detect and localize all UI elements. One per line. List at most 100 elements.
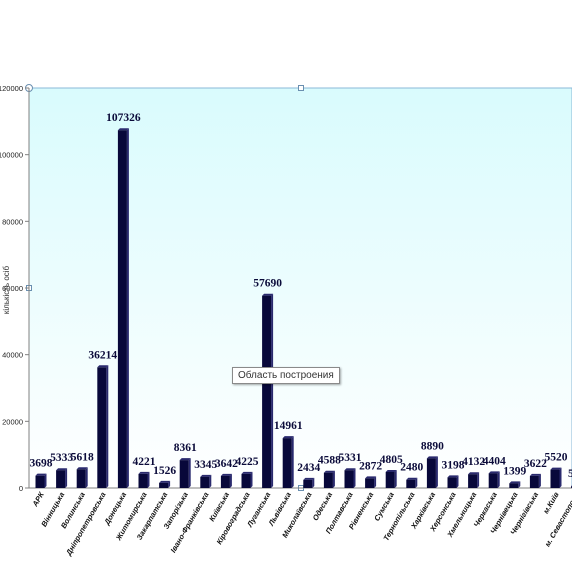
bar	[509, 481, 520, 488]
data-label: 14961	[274, 420, 303, 432]
data-label: 1526	[153, 465, 176, 477]
bar-front	[159, 483, 168, 488]
bar-side	[436, 456, 438, 488]
bar-front	[489, 473, 498, 488]
bar-side	[86, 467, 88, 488]
bar	[139, 472, 150, 488]
data-label: 8361	[174, 442, 197, 454]
y-axis-title: кількість осіб	[2, 265, 11, 314]
bar-front	[386, 472, 395, 488]
bar	[200, 475, 211, 488]
data-label: 57690	[253, 278, 282, 290]
bar-side	[209, 475, 211, 488]
bar-side	[189, 458, 191, 488]
bar-front	[448, 477, 457, 488]
bar-side	[45, 474, 47, 488]
bar-front	[200, 477, 209, 488]
bar-front	[283, 438, 292, 488]
bar-front	[468, 474, 477, 488]
bar	[56, 468, 67, 488]
bar-front	[97, 367, 106, 488]
bar	[36, 474, 47, 488]
bar-front	[221, 476, 230, 488]
bar	[489, 471, 500, 488]
bar	[159, 481, 170, 488]
bar-side	[477, 472, 479, 488]
bar-side	[498, 471, 500, 488]
bar	[118, 128, 129, 488]
bar	[345, 468, 356, 488]
bar-front	[118, 130, 127, 488]
bar-front	[509, 483, 518, 488]
bar-side	[354, 468, 356, 488]
y-tick-label: 0	[19, 484, 23, 493]
x-category-label: Івано-Франківська	[169, 491, 211, 555]
y-tick-label: 40000	[2, 351, 23, 360]
bar-front	[427, 458, 436, 488]
bar-front	[324, 473, 333, 488]
bar-front	[242, 474, 251, 488]
bar	[221, 474, 232, 488]
bar-front	[530, 476, 539, 488]
bar	[365, 476, 376, 488]
bar-front	[262, 296, 271, 488]
bar	[262, 294, 273, 488]
bar	[427, 456, 438, 488]
bar	[283, 436, 294, 488]
x-category-label: АРК	[30, 489, 47, 509]
data-label: 5520	[545, 452, 568, 464]
bar-front	[139, 474, 148, 488]
bar	[406, 478, 417, 488]
bar-side	[395, 470, 397, 488]
y-tick-label: 80000	[2, 217, 23, 226]
bar-front	[180, 460, 189, 488]
x-axis-labels: АРКВінницькаВолинськаДніпропетровськаДон…	[30, 489, 572, 557]
bar-side	[271, 294, 273, 488]
bar-front	[365, 478, 374, 488]
data-label: 36214	[88, 349, 117, 361]
resize-handle[interactable]	[299, 86, 304, 91]
bar	[180, 458, 191, 488]
bar-side	[127, 128, 129, 488]
bar	[551, 468, 562, 488]
bar	[242, 472, 253, 488]
data-label: 4225	[236, 456, 259, 468]
y-tick-label: 120000	[0, 84, 23, 93]
bar-side	[292, 436, 294, 488]
bar-side	[65, 468, 67, 488]
plot-area-tooltip: Область построения	[232, 367, 340, 384]
bar	[303, 478, 314, 488]
bar-side	[539, 474, 541, 488]
bar-front	[406, 480, 415, 488]
bar	[468, 472, 479, 488]
y-tick-label: 20000	[2, 417, 23, 426]
bar-side	[148, 472, 150, 488]
x-category-label: Дніпропетровська	[64, 491, 108, 558]
y-tick-label: 100000	[0, 151, 23, 160]
bar-front	[551, 470, 560, 488]
bar-side	[457, 475, 459, 488]
bar-side	[230, 474, 232, 488]
data-label: 566	[568, 468, 572, 480]
bar	[386, 470, 397, 488]
bar	[97, 365, 108, 488]
bar	[530, 474, 541, 488]
bar-side	[374, 476, 376, 488]
data-label: 8890	[421, 440, 444, 452]
bar-front	[36, 476, 45, 488]
bar-front	[303, 480, 312, 488]
bar-side	[560, 468, 562, 488]
data-label: 5618	[71, 451, 94, 463]
bar-side	[251, 472, 253, 488]
data-label: 2480	[400, 462, 423, 474]
x-category-label: м.Київ	[541, 490, 561, 515]
bar-front	[77, 469, 86, 488]
bar	[77, 467, 88, 488]
bar-front	[345, 470, 354, 488]
bar-front	[56, 470, 65, 488]
bar-side	[106, 365, 108, 488]
bar	[448, 475, 459, 488]
bar	[324, 471, 335, 488]
